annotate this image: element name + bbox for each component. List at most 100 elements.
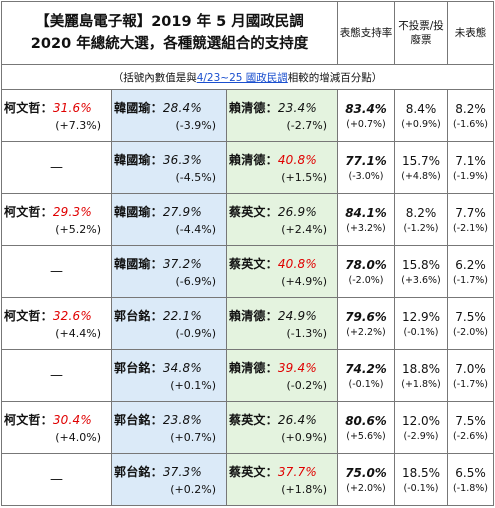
support-value: 77.1% <box>345 153 387 168</box>
note-link[interactable]: 4/23~25 國政民調 <box>196 71 288 84</box>
support-change: (+5.6%) <box>346 430 386 442</box>
candidate-change: (-2.7%) <box>286 119 328 132</box>
candidate-name: 蔡英文： <box>229 413 278 427</box>
novote-value: 8.2% <box>405 205 437 220</box>
no-ko-dash: — <box>1 453 112 506</box>
novote-cell: 8.4% (+0.9%) <box>394 89 449 142</box>
candidate-name: 賴清德： <box>229 361 278 375</box>
scenario-row: 柯文哲：30.4% (+4.0%) 郭台銘：23.8% (+0.7%) 蔡英文：26.4… <box>1 401 495 454</box>
header-support: 表態支持率 <box>337 1 396 65</box>
undecided-value: 6.2% <box>455 257 486 272</box>
scenario-row: 柯文哲：29.3% (+5.2%) 韓國瑜：27.9% (-4.4%) 蔡英文：26.9… <box>1 193 495 246</box>
candidate-name: 韓國瑜： <box>114 257 163 271</box>
candidate-name: 蔡英文： <box>229 205 278 219</box>
candidate-change: (+0.9%) <box>281 431 328 444</box>
candidate-change: (-1.3%) <box>286 327 328 340</box>
support-cell: 78.0% (-2.0%) <box>337 245 396 298</box>
candidate-c2-cell: 韓國瑜：28.4% (-3.9%) <box>111 89 227 142</box>
support-change: (-2.0%) <box>348 274 384 286</box>
novote-change: (-1.2%) <box>403 222 439 234</box>
candidate-c2-cell: 郭台銘：23.8% (+0.7%) <box>111 401 227 454</box>
candidate-pct: 37.3% <box>162 465 202 479</box>
support-value: 84.1% <box>345 205 387 220</box>
candidate-c2-cell: 韓國瑜：37.2% (-6.9%) <box>111 245 227 298</box>
novote-value: 18.5% <box>401 465 441 480</box>
undecided-cell: 7.5% (-2.6%) <box>447 401 495 454</box>
candidate-change: (+4.0%) <box>55 431 101 444</box>
undecided-cell: 8.2% (-1.6%) <box>447 89 495 142</box>
support-value: 83.4% <box>345 101 387 116</box>
no-ko-dash: — <box>1 141 112 194</box>
scenario-row: — 郭台銘：37.3% (+0.2%) 蔡英文：37.7% (+1.8%) 75.0% (+… <box>1 453 495 506</box>
title-line-2: 2020 年總統大選，各種競選組合的支持度 <box>30 36 309 52</box>
candidate-name: 賴清德： <box>229 309 278 323</box>
undecided-change: (-1.7%) <box>453 274 488 286</box>
novote-change: (-0.1%) <box>403 482 439 494</box>
candidate-pct: 26.9% <box>277 205 317 219</box>
candidate-c2-cell: 郭台銘：22.1% (-0.9%) <box>111 297 227 350</box>
candidate-change: (-6.9%) <box>175 275 217 288</box>
candidate-c3-cell: 蔡英文：26.9% (+2.4%) <box>225 193 339 246</box>
candidate-name: 郭台銘： <box>114 413 163 427</box>
support-value: 78.0% <box>345 257 387 272</box>
novote-value: 12.0% <box>401 413 441 428</box>
candidate-name: 柯文哲： <box>4 309 53 323</box>
undecided-value: 7.5% <box>455 413 486 428</box>
novote-change: (+1.8%) <box>401 378 441 390</box>
undecided-value: 6.5% <box>455 465 486 480</box>
novote-cell: 18.5% (-0.1%) <box>394 453 449 506</box>
candidate-pct: 30.4% <box>52 413 92 427</box>
support-cell: 74.2% (-0.1%) <box>337 349 396 402</box>
candidate-ko-cell: 柯文哲：31.6% (+7.3%) <box>1 89 112 142</box>
undecided-change: (-2.6%) <box>453 430 488 442</box>
candidate-pct: 37.2% <box>162 257 202 271</box>
undecided-change: (-1.8%) <box>453 482 488 494</box>
candidate-pct: 23.4% <box>277 101 317 115</box>
candidate-change: (-0.2%) <box>286 379 328 392</box>
table-title: 【美麗島電子報】2019 年 5 月國政民調 2020 年總統大選，各種競選組合… <box>0 1 339 65</box>
support-change: (+2.0%) <box>346 482 386 494</box>
candidate-pct: 23.8% <box>162 413 202 427</box>
novote-value: 12.9% <box>401 309 441 324</box>
novote-cell: 15.7% (+4.8%) <box>394 141 449 194</box>
candidate-change: (+0.2%) <box>170 483 216 496</box>
scenario-row: — 韓國瑜：37.2% (-6.9%) 蔡英文：40.8% (+4.9%) 78.0% (-… <box>1 245 495 298</box>
candidate-name: 郭台銘： <box>114 465 163 479</box>
undecided-value: 7.1% <box>455 153 486 168</box>
candidate-name: 韓國瑜： <box>114 101 163 115</box>
support-change: (+2.2%) <box>346 326 386 338</box>
candidate-name: 柯文哲： <box>4 101 53 115</box>
support-value: 74.2% <box>345 361 387 376</box>
scenario-rows: 柯文哲：31.6% (+7.3%) 韓國瑜：28.4% (-3.9%) 賴清德：23.4… <box>1 89 495 506</box>
candidate-change: (-4.5%) <box>175 171 217 184</box>
novote-cell: 8.2% (-1.2%) <box>394 193 449 246</box>
header-undecided: 未表態 <box>447 1 495 65</box>
candidate-change: (-4.4%) <box>175 223 217 236</box>
candidate-pct: 24.9% <box>277 309 317 323</box>
candidate-change: (+2.4%) <box>281 223 328 236</box>
candidate-c2-cell: 韓國瑜：27.9% (-4.4%) <box>111 193 227 246</box>
candidate-name: 賴清德： <box>229 153 278 167</box>
candidate-change: (+4.9%) <box>281 275 328 288</box>
candidate-change: (+0.1%) <box>170 379 216 392</box>
note-suffix: 相較的增減百分點） <box>287 71 383 84</box>
support-cell: 75.0% (+2.0%) <box>337 453 396 506</box>
novote-change: (+4.8%) <box>401 170 441 182</box>
scenario-row: 柯文哲：31.6% (+7.3%) 韓國瑜：28.4% (-3.9%) 賴清德：23.4… <box>1 89 495 142</box>
candidate-c3-cell: 蔡英文：26.4% (+0.9%) <box>225 401 339 454</box>
candidate-pct: 31.6% <box>52 101 92 115</box>
support-change: (+0.7%) <box>346 118 386 130</box>
candidate-ko-cell: 柯文哲：29.3% (+5.2%) <box>1 193 112 246</box>
novote-change: (+3.6%) <box>401 274 441 286</box>
candidate-name: 韓國瑜： <box>114 153 163 167</box>
undecided-change: (-2.1%) <box>453 222 488 234</box>
support-cell: 84.1% (+3.2%) <box>337 193 396 246</box>
support-cell: 80.6% (+5.6%) <box>337 401 396 454</box>
title-line-1: 【美麗島電子報】2019 年 5 月國政民調 <box>35 14 304 30</box>
novote-change: (-2.9%) <box>403 430 439 442</box>
undecided-change: (-2.0%) <box>453 326 488 338</box>
undecided-change: (-1.9%) <box>453 170 488 182</box>
undecided-cell: 7.1% (-1.9%) <box>447 141 495 194</box>
candidate-c3-cell: 蔡英文：37.7% (+1.8%) <box>225 453 339 506</box>
undecided-cell: 6.2% (-1.7%) <box>447 245 495 298</box>
